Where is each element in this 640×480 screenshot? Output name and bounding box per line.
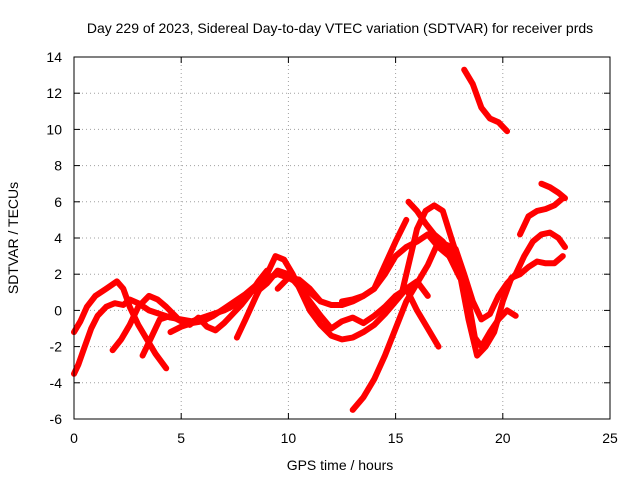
series-s4 — [139, 267, 270, 359]
x-tick-label: 25 — [602, 430, 618, 446]
y-tick-label: -2 — [50, 339, 63, 355]
y-tick-label: -4 — [50, 375, 63, 391]
series-s15 — [517, 195, 566, 238]
y-tick-label: 0 — [54, 302, 62, 318]
y-tick-label: 4 — [54, 230, 62, 246]
series-s10 — [349, 238, 463, 413]
y-axis-label: SDTVAR / TECUs — [5, 182, 21, 294]
y-tick-label: 8 — [54, 158, 62, 174]
series-s3 — [109, 292, 180, 354]
y-tick-label: 2 — [54, 266, 62, 282]
y-tick-label: 12 — [46, 85, 62, 101]
y-tick-label: 10 — [46, 121, 62, 137]
y-tick-label: -6 — [50, 411, 63, 427]
y-tick-label: 6 — [54, 194, 62, 210]
series-s14 — [461, 66, 511, 135]
x-tick-label: 20 — [495, 430, 511, 446]
grid-lines — [73, 56, 611, 420]
chart-title: Day 229 of 2023, Sidereal Day-to-day VTE… — [87, 20, 593, 36]
x-tick-label: 0 — [70, 430, 78, 446]
data-series — [71, 66, 568, 413]
series-s12 — [405, 198, 566, 359]
x-tick-label: 10 — [281, 430, 297, 446]
x-tick-label: 15 — [388, 430, 404, 446]
x-tick-labels: 0 5 10 15 20 25 — [70, 430, 618, 446]
plot-frame — [73, 56, 611, 420]
y-tick-label: 14 — [46, 49, 62, 65]
x-tick-label: 5 — [177, 430, 185, 446]
y-tick-labels: -6 -4 -2 0 2 4 6 8 10 12 14 — [46, 49, 62, 427]
series-s13 — [435, 229, 568, 323]
series-s6 — [233, 253, 431, 343]
series-s16 — [538, 180, 568, 202]
x-axis-label: GPS time / hours — [287, 457, 394, 473]
series-s7 — [253, 267, 442, 350]
series-s9 — [339, 216, 410, 305]
